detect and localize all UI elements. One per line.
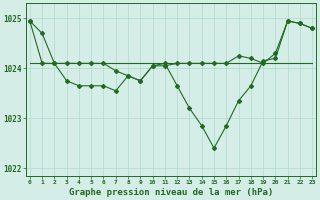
X-axis label: Graphe pression niveau de la mer (hPa): Graphe pression niveau de la mer (hPa) — [69, 188, 273, 197]
